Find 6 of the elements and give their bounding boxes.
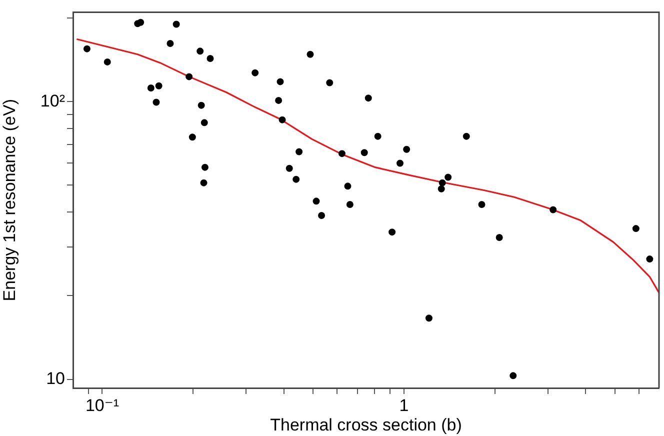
x-tick-label: 10⁻¹ xyxy=(85,396,120,415)
y-axis-title: Energy 1st resonance (eV) xyxy=(0,98,19,302)
y-tick-label: 10² xyxy=(40,91,66,110)
x-tick-label: 1 xyxy=(399,396,409,415)
y-tick-label: 10 xyxy=(46,368,65,388)
x-axis-title: Thermal cross section (b) xyxy=(270,415,462,434)
